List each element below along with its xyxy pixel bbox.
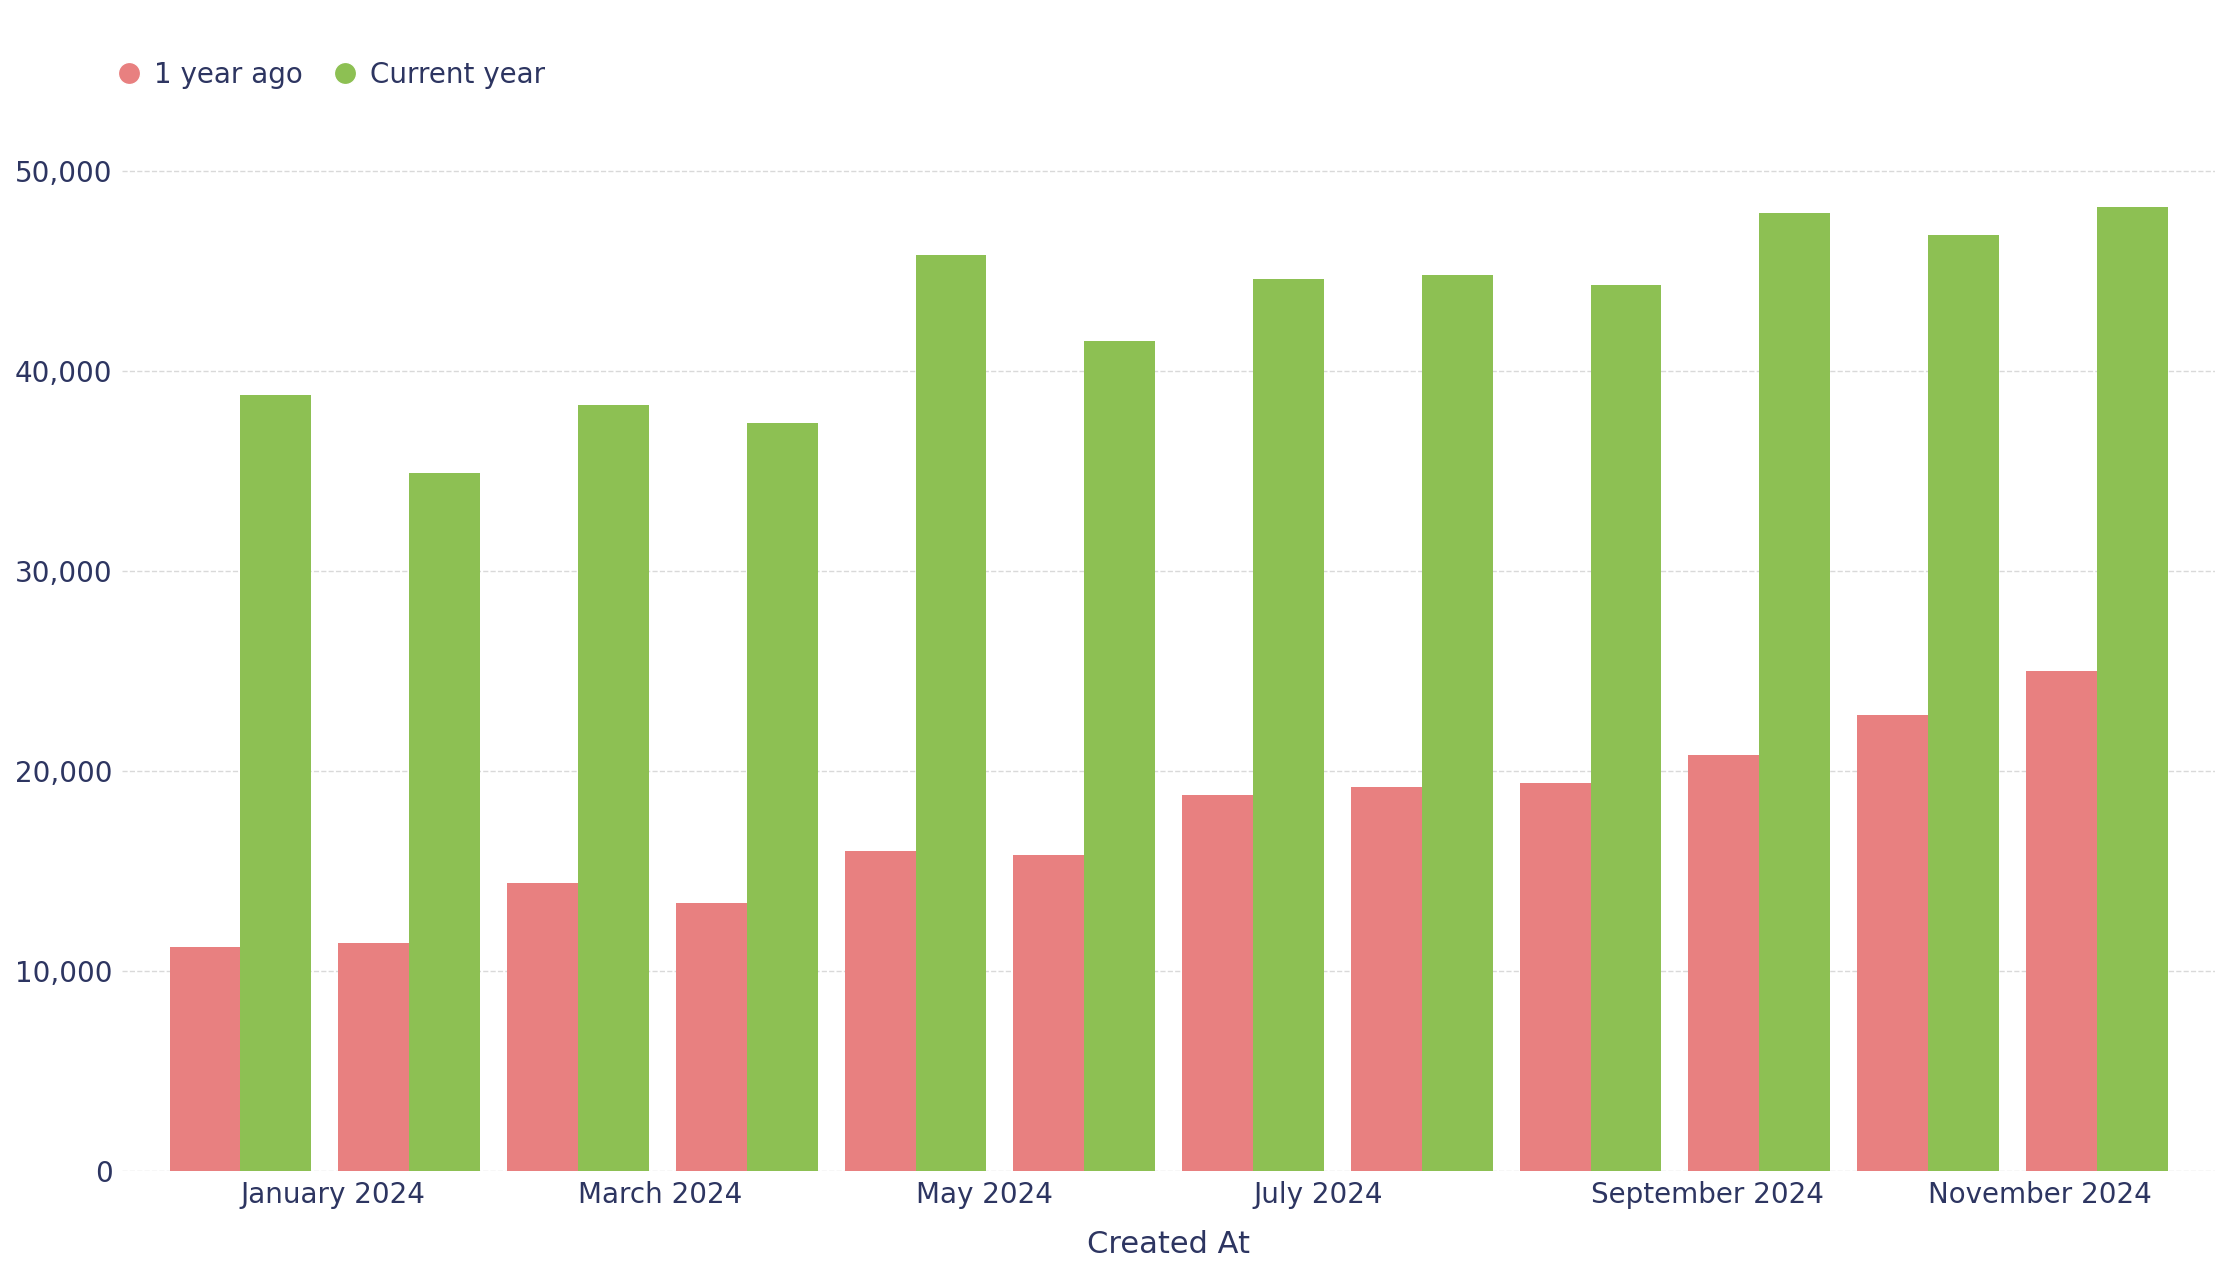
Bar <box>339 943 410 1172</box>
Bar <box>1253 279 1325 1172</box>
Bar <box>1012 855 1084 1172</box>
Bar <box>410 473 479 1172</box>
Bar <box>1084 340 1155 1172</box>
Bar <box>1929 234 1998 1172</box>
Bar <box>1858 715 1929 1172</box>
Legend: 1 year ago, Current year: 1 year ago, Current year <box>116 61 544 89</box>
Bar <box>676 903 747 1172</box>
Bar <box>241 395 312 1172</box>
Bar <box>917 255 986 1172</box>
Bar <box>169 948 241 1172</box>
Bar <box>1519 784 1590 1172</box>
Bar <box>845 851 917 1172</box>
Bar <box>1182 795 1253 1172</box>
Bar <box>747 423 818 1172</box>
Bar <box>1351 787 1423 1172</box>
Bar <box>578 405 649 1172</box>
Bar <box>506 883 578 1172</box>
Bar <box>1759 213 1831 1172</box>
X-axis label: Created At: Created At <box>1088 1229 1251 1259</box>
Bar <box>2027 671 2096 1172</box>
Bar <box>1688 755 1759 1172</box>
Bar <box>1423 275 1492 1172</box>
Bar <box>1590 284 1661 1172</box>
Bar <box>2096 206 2168 1172</box>
